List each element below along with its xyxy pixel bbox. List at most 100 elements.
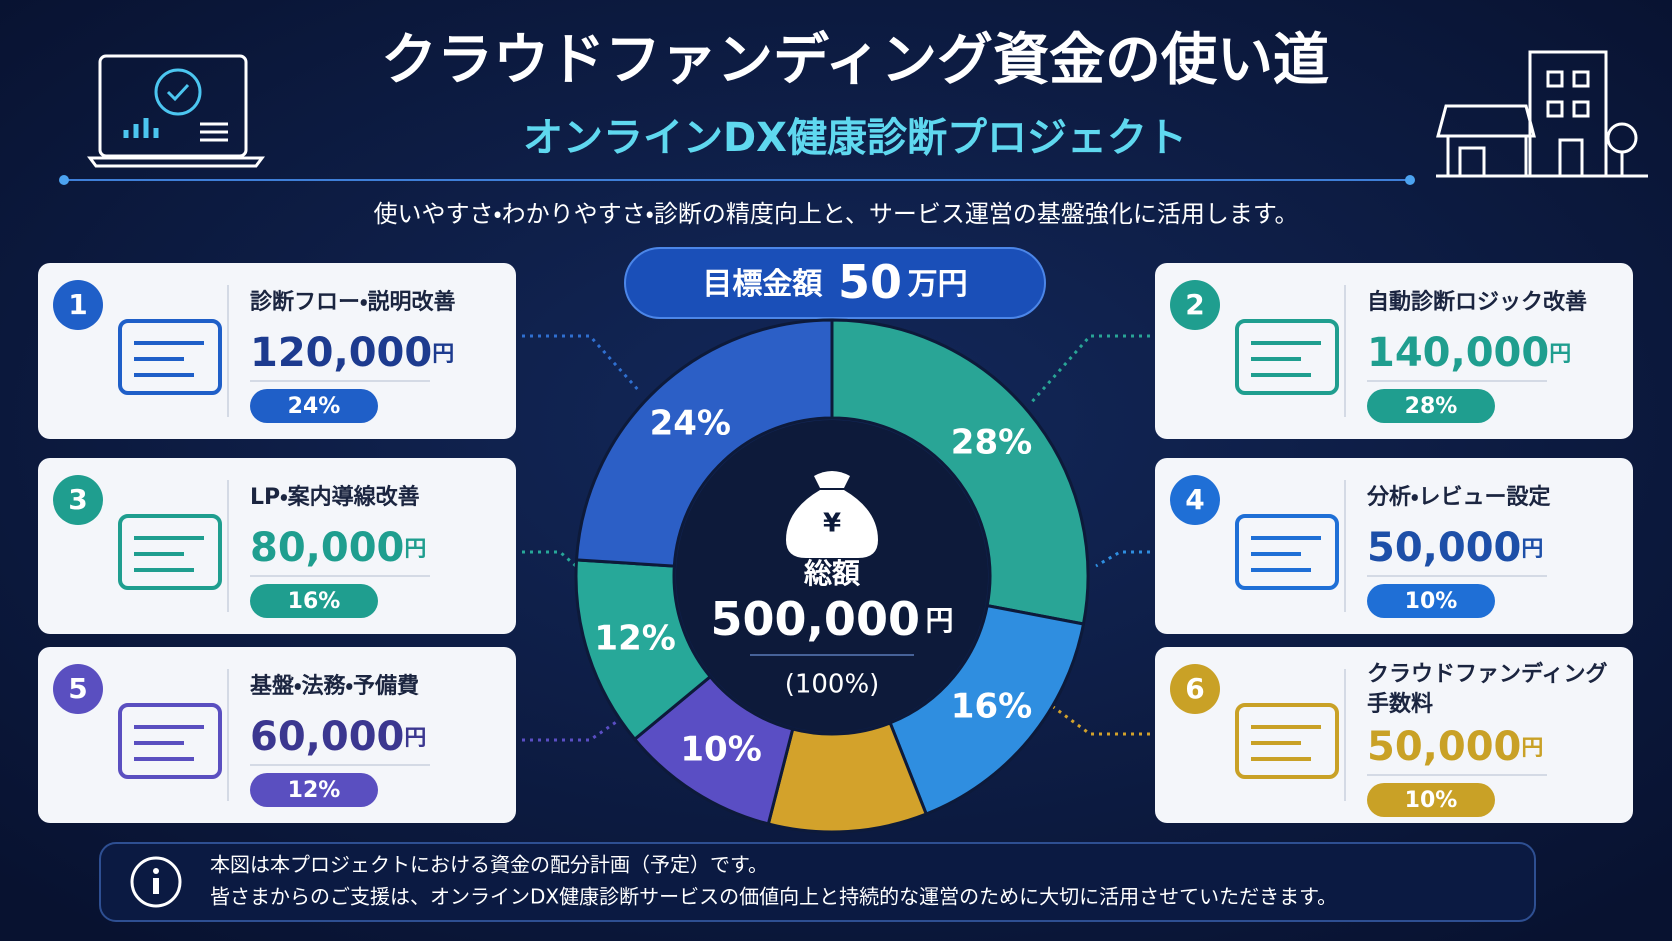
icon-frame xyxy=(1235,514,1339,590)
card-amount-text: 140,000円 xyxy=(1367,330,1571,376)
card-amount: 50,000 xyxy=(1367,525,1521,571)
card-number: 6 xyxy=(1185,672,1204,705)
title: クラウドファンディング資金の使い道 xyxy=(381,28,1329,93)
slice-label: 28% xyxy=(951,423,1032,463)
center-total: 500,000 円 xyxy=(710,592,953,646)
card-title: 診断フロー・説明改善 xyxy=(250,289,455,315)
card-unit: 円 xyxy=(1549,342,1571,367)
card-unit: 円 xyxy=(1521,736,1543,761)
pie-slice xyxy=(830,318,1090,626)
icon-lines xyxy=(1251,341,1321,377)
card-amount: 50,000 xyxy=(1367,724,1521,770)
target-text: 目標金額 50 万円 xyxy=(702,255,967,309)
card-amount: 120,000 xyxy=(250,330,432,376)
icon-frame xyxy=(118,319,222,395)
card-amount-text: 120,000円 xyxy=(250,330,454,376)
center-amount: 500,000 xyxy=(710,592,920,646)
card: 4 分析・レビュー設定 50,000円 10% xyxy=(1155,458,1633,634)
card-number-badge xyxy=(1170,280,1220,330)
donut-hole xyxy=(676,420,988,732)
card-unit: 円 xyxy=(404,726,426,751)
footer-line: 皆さまからのご支援は、オンラインDX健康診断サービスの価値向上と持続的な運営のた… xyxy=(210,885,1337,909)
card-number-badge xyxy=(1170,475,1220,525)
slice-label: 16% xyxy=(951,686,1032,726)
icon-lines xyxy=(1251,536,1321,572)
card-percent: 28% xyxy=(1405,394,1458,419)
target-amount: 50 xyxy=(838,255,902,309)
card-number-badge xyxy=(1170,664,1220,714)
card: 2 自動診断ロジック改善 140,000円 28% xyxy=(1155,263,1633,439)
card-unit: 円 xyxy=(432,342,454,367)
connectors xyxy=(522,334,1150,742)
laptop-icon xyxy=(87,54,265,168)
card-icon xyxy=(1235,514,1339,590)
card-unit: 円 xyxy=(404,537,426,562)
info-icon xyxy=(130,856,182,908)
card: 5 基盤・法務・予備費 60,000円 12% xyxy=(38,647,516,823)
percent-pill xyxy=(1367,389,1495,423)
percent-pill xyxy=(250,389,378,423)
card-number: 2 xyxy=(1185,288,1204,321)
card-title: クラウドファンディング xyxy=(1367,661,1607,687)
target-unit: 万円 xyxy=(908,267,968,302)
icon-lines xyxy=(1251,725,1321,761)
card-number: 1 xyxy=(68,288,87,321)
percent-pill xyxy=(250,773,378,807)
pie-slice xyxy=(574,318,834,568)
icon-lines xyxy=(134,341,204,377)
card-title: 基盤・法務・予備費 xyxy=(250,673,419,699)
card-percent: 10% xyxy=(1405,589,1458,614)
card-amount-text: 80,000円 xyxy=(250,525,426,571)
title-rule xyxy=(59,175,1415,185)
center-unit: 円 xyxy=(926,604,954,637)
svg-text:¥: ¥ xyxy=(823,509,841,539)
card-percent: 12% xyxy=(288,778,341,803)
card-amount-text: 50,000円 xyxy=(1367,724,1543,770)
icon-frame xyxy=(1235,319,1339,395)
icon-lines xyxy=(134,536,204,572)
card-number: 3 xyxy=(68,483,87,516)
card-percent: 10% xyxy=(1405,788,1458,813)
card-number-badge xyxy=(53,664,103,714)
subtitle: オンラインDX健康診断プロジェクト xyxy=(523,115,1187,161)
card-title: 自動診断ロジック改善 xyxy=(1367,289,1587,315)
icon-lines xyxy=(134,725,204,761)
card-amount: 140,000 xyxy=(1367,330,1549,376)
percent-pill xyxy=(1367,584,1495,618)
card-percent: 16% xyxy=(288,589,341,614)
card-icon xyxy=(1235,703,1339,779)
card-number-badge xyxy=(53,475,103,525)
target-label: 目標金額 xyxy=(702,267,823,302)
card-icon xyxy=(118,319,222,395)
card-percent: 24% xyxy=(288,394,341,419)
card-amount: 80,000 xyxy=(250,525,404,571)
card-amount-text: 50,000円 xyxy=(1367,525,1543,571)
card-unit: 円 xyxy=(1521,537,1543,562)
donut: 28% 16% 10% 12% 24% xyxy=(574,318,1090,834)
card-number: 5 xyxy=(68,672,87,705)
center-share: (100%) xyxy=(785,670,880,700)
footer-line: 本図は本プロジェクトにおける資金の配分計画（予定）です。 xyxy=(210,853,768,877)
slice-label: 24% xyxy=(650,404,731,444)
target-pill xyxy=(624,247,1046,319)
percent-pill xyxy=(1367,783,1495,817)
center-label: 総額 xyxy=(804,557,861,590)
card-icon xyxy=(1235,319,1339,395)
card: 3 LP・案内導線改善 80,000円 16% xyxy=(38,458,516,634)
card-icon xyxy=(118,514,222,590)
card-number-badge xyxy=(53,280,103,330)
icon-frame xyxy=(118,514,222,590)
card-title: LP・案内導線改善 xyxy=(250,484,420,510)
tagline: 使いやすさ・わかりやすさ・診断の精度向上と、サービス運営の基盤強化に活用します。 xyxy=(374,200,1299,228)
money-bag: ¥ xyxy=(786,471,878,558)
slice-label: 12% xyxy=(594,618,675,658)
card-title: 分析・レビュー設定 xyxy=(1366,485,1550,510)
icon-frame xyxy=(118,703,222,779)
card: 1 診断フロー・説明改善 120,000円 24% xyxy=(38,263,516,439)
percent-pill xyxy=(250,584,378,618)
slice-label: 10% xyxy=(680,729,761,769)
